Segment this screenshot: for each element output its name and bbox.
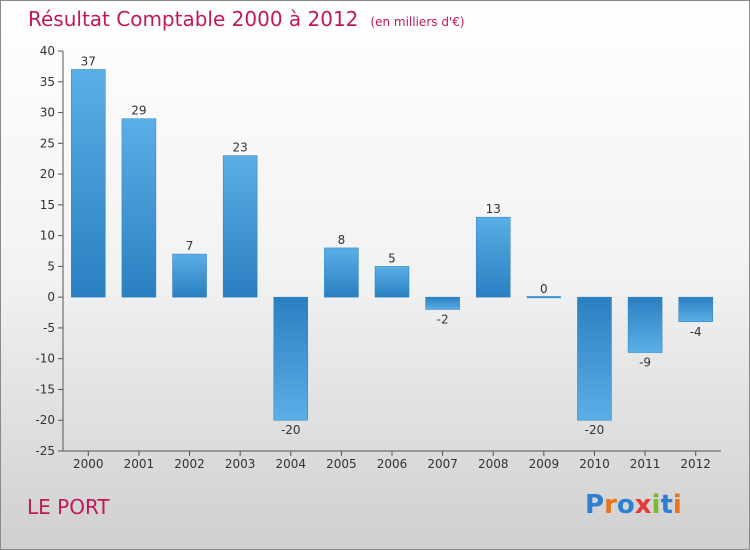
bar [526, 296, 561, 299]
y-tick-label: 5 [47, 259, 55, 273]
x-tick-label: 2003 [225, 457, 256, 471]
chart-unit: (en milliers d'€) [370, 15, 465, 29]
y-tick-label: -20 [35, 413, 55, 427]
bar-value-label: -20 [585, 423, 605, 437]
y-tick-label: 10 [40, 229, 55, 243]
y-tick-label: 15 [40, 198, 55, 212]
bar-value-label: 8 [338, 233, 346, 247]
bar [577, 296, 612, 421]
x-tick-label: 2009 [529, 457, 560, 471]
bar [374, 266, 410, 298]
y-tick-label: -5 [43, 321, 55, 335]
bar-value-label: 37 [81, 54, 96, 68]
proxiti-logo: Proxiti [585, 490, 682, 520]
commune-name: LE PORT [27, 495, 110, 519]
bar-value-label: 29 [131, 104, 146, 118]
logo-letter: r [604, 490, 617, 520]
bar-value-label: 0 [540, 282, 548, 296]
bar-value-label: -4 [690, 325, 702, 339]
logo-letter: o [616, 490, 635, 520]
chart-bars [71, 69, 713, 421]
chart-data-labels: 37 29 7 23 -20 8 5 -2 13 0 -20 -9 -4 [81, 54, 702, 437]
bar [71, 69, 106, 298]
x-tick-label: 2012 [680, 457, 711, 471]
bar [425, 296, 460, 310]
x-tick-label: 2001 [124, 457, 155, 471]
y-tick-label: 0 [47, 290, 55, 304]
bar-value-label: 7 [186, 239, 194, 253]
x-tick-label: 2002 [174, 457, 205, 471]
y-tick-label: -10 [35, 352, 55, 366]
bar [172, 253, 207, 298]
x-tick-label: 2006 [377, 457, 408, 471]
bar [121, 118, 157, 298]
bar-value-label: -9 [639, 356, 651, 370]
bar-value-label: -2 [437, 312, 449, 326]
logo-letter: P [585, 490, 605, 520]
bar-value-label: 5 [388, 251, 396, 265]
logo-letter: i [672, 490, 682, 520]
x-tick-label: 2007 [427, 457, 458, 471]
bar [678, 296, 713, 323]
x-tick-label: 2005 [326, 457, 357, 471]
x-tick-label: 2000 [73, 457, 104, 471]
logo-letter: t [660, 490, 673, 520]
y-tick-label: 40 [40, 44, 55, 58]
bar [324, 247, 359, 298]
y-tick-label: 35 [40, 75, 55, 89]
bar [475, 216, 511, 298]
bar [222, 155, 258, 298]
chart-title-text: Résultat Comptable 2000 à 2012 [28, 7, 359, 31]
y-tick-label: 30 [40, 106, 55, 120]
x-tick-label: 2004 [275, 457, 306, 471]
y-tick-label: -25 [35, 444, 55, 458]
y-tick-label: 25 [40, 136, 55, 150]
bar-value-label: -20 [281, 423, 301, 437]
y-tick-label: -15 [35, 382, 55, 396]
bar-value-label: 23 [233, 141, 248, 155]
chart-title: Résultat Comptable 2000 à 2012 (en millie… [28, 7, 465, 31]
x-tick-label: 2010 [579, 457, 610, 471]
logo-letter: x [634, 490, 652, 520]
x-tick-label: 2008 [478, 457, 509, 471]
bar [273, 296, 309, 421]
x-tick-label: 2011 [630, 457, 661, 471]
bar [627, 296, 663, 353]
bar-value-label: 13 [486, 202, 501, 216]
logo-letter: i [651, 490, 661, 520]
y-tick-label: 20 [40, 167, 55, 181]
